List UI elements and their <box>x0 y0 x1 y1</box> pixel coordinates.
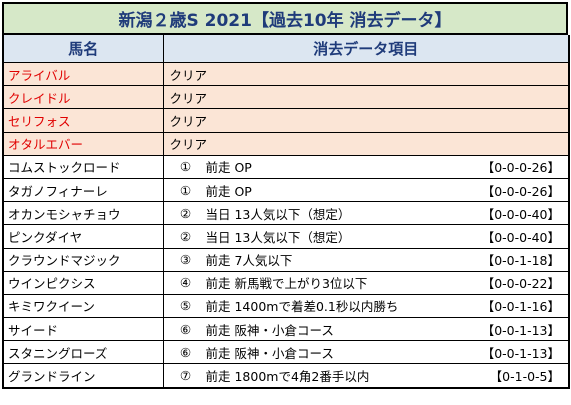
condition-number: ② <box>179 205 192 221</box>
condition-number: ④ <box>179 275 192 291</box>
table-row: キミワクイーン ⑤ 前走 1400mで着差0.1秒以内勝ち 【0-0-1-16】 <box>2 293 570 319</box>
header-elimination-item: 消去データ項目 <box>162 35 570 63</box>
table-row: アライバル クリア <box>2 61 570 87</box>
table-row: クラウンドマジック ③ 前走 7人気以下 【0-0-1-18】 <box>2 247 570 272</box>
elimination-table: 馬名 消去データ項目 アライバル クリア クレイドル クリア セリフォス クリア… <box>2 35 570 389</box>
condition-number: ① <box>179 182 192 198</box>
condition-record: 【0-0-1-18】 <box>481 253 560 269</box>
condition-record: 【0-0-1-13】 <box>481 322 560 338</box>
horse-name: アライバル <box>2 61 164 87</box>
clear-status: クリア <box>169 90 208 106</box>
table-row: スタニングローズ ⑥ 前走 阪神・小倉コース 【0-0-1-13】 <box>2 340 570 365</box>
table-row: グランドライン ⑦ 前走 1800mで4角2番手以内 【0-1-0-5】 <box>2 363 570 389</box>
table-row: ウインピクシス ④ 前走 新馬戦で上がり3位以下 【0-0-0-22】 <box>2 270 570 295</box>
condition-record: 【0-0-0-40】 <box>481 229 560 245</box>
condition-text: 前走 阪神・小倉コース <box>205 322 334 338</box>
condition-record: 【0-0-1-16】 <box>481 299 560 315</box>
condition-number: ⑥ <box>179 344 192 360</box>
horse-name: クラウンドマジック <box>2 247 164 272</box>
horse-name: クレイドル <box>2 85 164 110</box>
table-row: ピンクダイヤ ② 当日 13人気以下（想定） 【0-0-0-40】 <box>2 224 570 249</box>
horse-name: サイード <box>2 317 164 342</box>
horse-name: ピンクダイヤ <box>2 224 164 249</box>
condition-record: 【0-0-0-26】 <box>481 183 560 199</box>
condition-text: 前走 7人気以下 <box>205 253 293 269</box>
condition-text: 前走 OP <box>205 160 252 176</box>
condition-number: ⑥ <box>179 321 192 337</box>
table-row: オカンモシャチョウ ② 当日 13人気以下（想定） 【0-0-0-40】 <box>2 201 570 226</box>
condition-number: ⑦ <box>179 368 192 384</box>
table-row: セリフォス クリア <box>2 108 570 133</box>
table-row: クレイドル クリア <box>2 85 570 110</box>
condition-number: ② <box>179 228 192 244</box>
elimination-data-table-container: 新潟２歳S 2021【過去10年 消去データ】 馬名 消去データ項目 アライバル… <box>2 2 570 389</box>
table-row: オタルエバー クリア <box>2 131 570 156</box>
condition-number: ③ <box>179 252 192 268</box>
table-row: サイード ⑥ 前走 阪神・小倉コース 【0-0-1-13】 <box>2 317 570 342</box>
table-title: 新潟２歳S 2021【過去10年 消去データ】 <box>2 2 568 35</box>
condition-text: 前走 新馬戦で上がり3位以下 <box>205 276 368 292</box>
horse-name: キミワクイーン <box>2 293 164 319</box>
condition-number: ⑤ <box>179 298 192 314</box>
condition-record: 【0-0-0-22】 <box>481 276 560 292</box>
clear-status: クリア <box>169 113 208 129</box>
clear-status: クリア <box>169 137 208 153</box>
horse-name: オタルエバー <box>2 131 164 156</box>
clear-status: クリア <box>169 67 208 83</box>
condition-record: 【0-1-0-5】 <box>489 369 560 385</box>
condition-text: 当日 13人気以下（想定） <box>205 229 351 245</box>
horse-name: コムストックロード <box>2 154 164 179</box>
horse-name: オカンモシャチョウ <box>2 201 164 226</box>
condition-text: 前走 1800mで4角2番手以内 <box>205 369 370 385</box>
horse-name: ウインピクシス <box>2 270 164 295</box>
condition-text: 前走 OP <box>205 183 252 199</box>
condition-record: 【0-0-0-40】 <box>481 206 560 222</box>
header-row: 馬名 消去データ項目 <box>2 35 570 63</box>
condition-record: 【0-0-1-13】 <box>481 345 560 361</box>
condition-text: 当日 13人気以下（想定） <box>205 206 351 222</box>
condition-text: 前走 阪神・小倉コース <box>205 345 334 361</box>
table-row: タガノフィナーレ ① 前走 OP 【0-0-0-26】 <box>2 177 570 203</box>
table-row: コムストックロード ① 前走 OP 【0-0-0-26】 <box>2 154 570 179</box>
horse-name: セリフォス <box>2 108 164 133</box>
condition-text: 前走 1400mで着差0.1秒以内勝ち <box>205 299 399 315</box>
horse-name: スタニングローズ <box>2 340 164 365</box>
header-horse-name: 馬名 <box>2 35 164 63</box>
horse-name: グランドライン <box>2 363 164 389</box>
condition-record: 【0-0-0-26】 <box>481 160 560 176</box>
condition-number: ① <box>179 159 192 175</box>
horse-name: タガノフィナーレ <box>2 177 164 203</box>
